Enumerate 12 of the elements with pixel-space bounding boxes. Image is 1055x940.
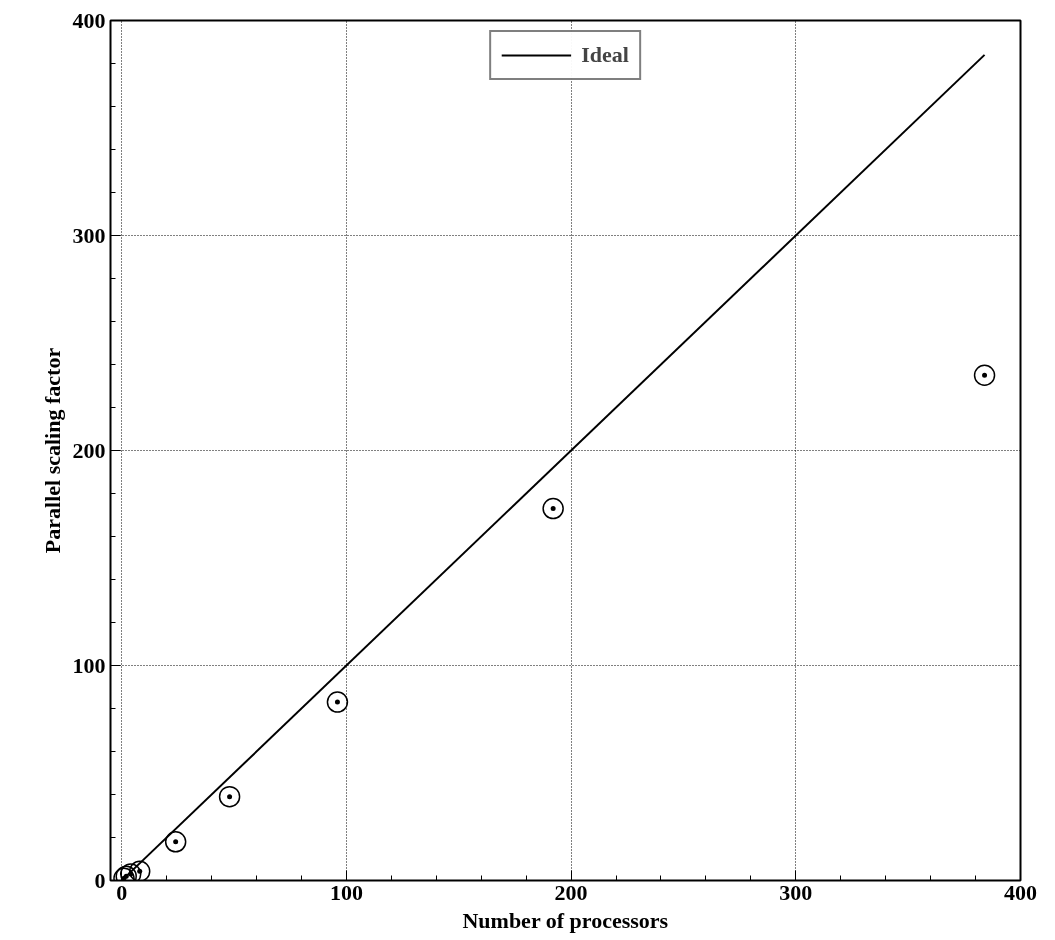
x-tick-label: 200 (554, 879, 588, 905)
y-tick-label: 300 (72, 222, 106, 248)
x-axis-title: Number of processors (462, 907, 669, 933)
y-tick-label: 400 (72, 7, 106, 33)
x-tick-label: 300 (779, 879, 813, 905)
x-tick-label: 400 (1004, 879, 1037, 905)
y-tick-label: 200 (72, 437, 106, 463)
x-tick-label: 0 (116, 879, 128, 905)
y-tick-label: 100 (72, 652, 106, 678)
y-axis-title: Parallel scaling factor (39, 347, 65, 554)
legend-label: Ideal (581, 42, 629, 68)
x-tick-label: 100 (329, 879, 363, 905)
